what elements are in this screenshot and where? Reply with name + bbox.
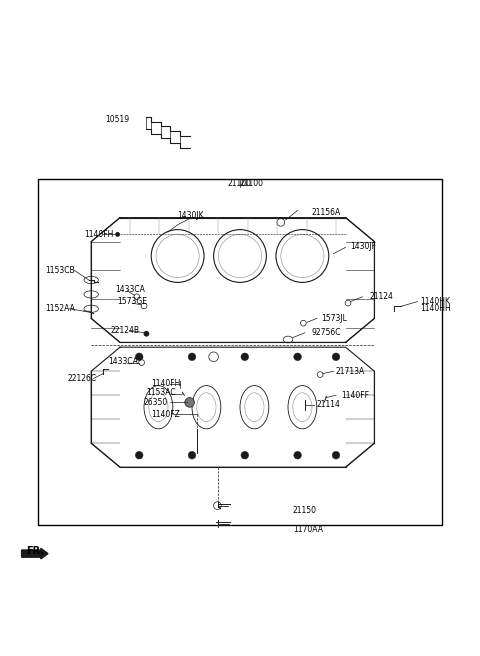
- Text: 21100: 21100: [240, 180, 264, 188]
- Text: 22124B: 22124B: [110, 326, 139, 335]
- Circle shape: [185, 398, 194, 407]
- Text: 10519: 10519: [106, 115, 130, 124]
- Circle shape: [294, 353, 301, 361]
- Text: 21100: 21100: [228, 180, 252, 188]
- Text: 22126C: 22126C: [67, 374, 96, 383]
- Circle shape: [241, 451, 249, 459]
- Text: 92756C: 92756C: [312, 328, 341, 337]
- Text: 1433CA: 1433CA: [108, 357, 138, 366]
- Text: 1140FF: 1140FF: [341, 391, 369, 400]
- Circle shape: [135, 451, 143, 459]
- Circle shape: [332, 353, 340, 361]
- FancyArrow shape: [22, 548, 48, 559]
- Text: 1573JL: 1573JL: [322, 314, 348, 323]
- Circle shape: [332, 451, 340, 459]
- Text: 1140FH: 1140FH: [84, 230, 113, 239]
- Text: 1573GE: 1573GE: [118, 297, 148, 306]
- Circle shape: [294, 451, 301, 459]
- Text: 1140FZ: 1140FZ: [151, 410, 180, 419]
- Text: 1430JK: 1430JK: [178, 211, 204, 220]
- Text: 21114: 21114: [317, 400, 341, 409]
- Text: 1152AA: 1152AA: [46, 304, 75, 314]
- Text: 26350: 26350: [144, 398, 168, 407]
- Text: 1140HK: 1140HK: [420, 297, 450, 306]
- Circle shape: [188, 353, 196, 361]
- Text: 1170AA: 1170AA: [293, 525, 323, 534]
- Text: 21150: 21150: [293, 506, 317, 515]
- Bar: [38, 179, 442, 525]
- Text: 1433CA: 1433CA: [115, 285, 145, 294]
- Text: 21156A: 21156A: [312, 209, 341, 217]
- Text: 1140FH: 1140FH: [151, 379, 180, 388]
- Circle shape: [144, 331, 149, 337]
- Text: 1153CB: 1153CB: [46, 266, 75, 275]
- Circle shape: [188, 451, 196, 459]
- Text: 1153AC: 1153AC: [146, 388, 176, 398]
- Text: FR.: FR.: [26, 546, 44, 556]
- Text: 1140HH: 1140HH: [420, 304, 451, 314]
- Circle shape: [135, 353, 143, 361]
- Text: 1430JF: 1430JF: [350, 242, 376, 251]
- Text: 21713A: 21713A: [336, 367, 365, 376]
- Circle shape: [241, 353, 249, 361]
- Text: 21124: 21124: [370, 293, 394, 301]
- Circle shape: [115, 232, 120, 237]
